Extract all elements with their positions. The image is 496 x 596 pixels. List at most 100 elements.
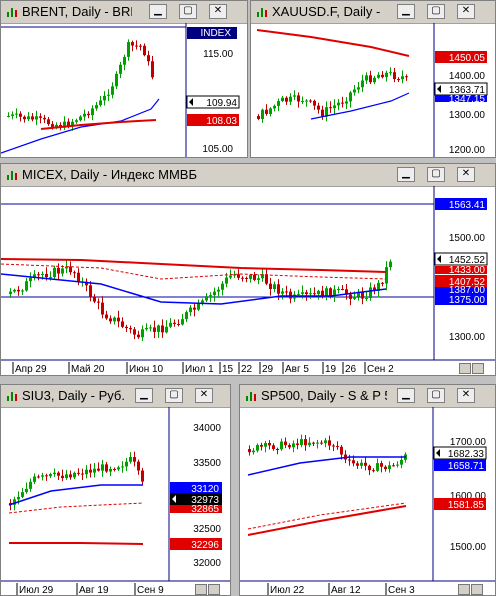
moving-average-line <box>8 484 143 506</box>
x-axis-label: Май 20 <box>71 364 105 375</box>
candle <box>333 289 336 298</box>
candle <box>113 317 116 322</box>
x-axis-label: Сен 9 <box>137 585 164 596</box>
candle <box>321 109 324 117</box>
x-axis-label: Авг 5 <box>285 364 309 375</box>
window-title: SIU3, Daily - Руб... <box>22 388 126 403</box>
minimize-button[interactable]: ▁ <box>397 167 415 182</box>
candle <box>257 278 260 280</box>
close-button[interactable]: ✕ <box>195 388 213 403</box>
si-plot[interactable]: 34000 33500 33120 32973 32865 32500 3229… <box>1 385 231 596</box>
candle <box>101 464 104 471</box>
price-tag-last: 1363.71 <box>449 85 486 96</box>
candle <box>368 465 371 471</box>
minimize-button[interactable]: ▁ <box>397 388 415 403</box>
candle <box>293 95 296 97</box>
brent-plot[interactable]: INDEX 115.00 105.00 109.94 108.03 <box>1 1 248 158</box>
scroll-right-button[interactable] <box>471 584 483 595</box>
brent-chart-window: BRENT, Daily - BRE... ▁ ▢ ✕ INDEX 115.00… <box>0 0 248 158</box>
candle <box>51 124 54 128</box>
candle <box>143 45 146 56</box>
candle <box>145 327 148 330</box>
candle <box>281 291 284 294</box>
candle <box>13 289 16 292</box>
candle <box>119 64 122 74</box>
y-tick: 1500.00 <box>449 233 486 244</box>
x-axis-label: Апр 29 <box>15 364 47 375</box>
scroll-left-button[interactable] <box>195 584 207 595</box>
candle <box>297 293 300 295</box>
candle <box>67 121 70 127</box>
si-titlebar[interactable]: SIU3, Daily - Руб... ▁ ▢ ✕ <box>1 385 230 408</box>
maximize-button[interactable]: ▢ <box>427 4 445 19</box>
candle <box>213 291 216 296</box>
candle <box>253 274 256 280</box>
candle <box>369 287 372 299</box>
gold-titlebar[interactable]: XAUUSD.F, Daily - ... ▁ ▢ ✕ <box>251 1 495 24</box>
candle <box>77 472 80 474</box>
candle <box>197 302 200 310</box>
candle <box>313 100 316 106</box>
candle <box>352 460 355 464</box>
candle <box>173 322 176 324</box>
candle <box>161 325 164 333</box>
candle <box>260 444 263 447</box>
close-button[interactable]: ✕ <box>457 4 475 19</box>
candle <box>153 327 156 332</box>
scroll-right-button[interactable] <box>472 363 484 374</box>
candle <box>77 272 80 283</box>
candle <box>99 100 102 106</box>
maximize-button[interactable]: ▢ <box>427 167 445 182</box>
x-axis-label: 29 <box>262 364 274 375</box>
minimize-button[interactable]: ▁ <box>397 4 415 19</box>
candle <box>281 97 284 102</box>
candle <box>97 301 100 303</box>
minimize-button[interactable]: ▁ <box>135 388 153 403</box>
maximize-button[interactable]: ▢ <box>427 388 445 403</box>
candle <box>65 266 68 269</box>
candle <box>353 296 356 299</box>
maximize-button[interactable]: ▢ <box>179 4 197 19</box>
x-axis-label: Авг 19 <box>79 585 109 596</box>
candle <box>341 102 344 104</box>
scroll-left-button[interactable] <box>458 584 470 595</box>
candle <box>361 80 364 88</box>
candle <box>137 461 140 471</box>
close-button[interactable]: ✕ <box>457 388 475 403</box>
brent-titlebar[interactable]: BRENT, Daily - BRE... ▁ ▢ ✕ <box>1 1 247 24</box>
candle <box>113 468 116 470</box>
candle <box>353 89 356 93</box>
candle <box>149 327 152 329</box>
price-tag-ma-fast: 1347.15 <box>449 94 486 105</box>
candle <box>309 100 312 102</box>
candle <box>265 274 268 284</box>
price-tag-resistance: 1563.41 <box>449 200 486 211</box>
candle <box>69 474 72 478</box>
micex-plot[interactable]: 1563.41 1500.00 1452.52 1433.00 1407.52 … <box>1 164 496 376</box>
chart-icon <box>7 8 17 17</box>
close-button[interactable]: ✕ <box>209 4 227 19</box>
candle <box>225 277 228 284</box>
candle <box>63 121 66 128</box>
candle <box>273 284 276 289</box>
sp500-titlebar[interactable]: SP500, Daily - S & P 5... ▁ ▢ ✕ <box>240 385 495 408</box>
candle <box>349 294 352 299</box>
candle <box>229 275 232 278</box>
candle <box>264 443 267 447</box>
maximize-button[interactable]: ▢ <box>165 388 183 403</box>
moving-average-line <box>40 119 157 130</box>
scroll-left-button[interactable] <box>459 363 471 374</box>
close-button[interactable]: ✕ <box>457 167 475 182</box>
candle <box>11 114 14 116</box>
candle <box>193 307 196 310</box>
price-tag-last: 109.94 <box>206 98 237 109</box>
candle <box>93 468 96 473</box>
scroll-right-button[interactable] <box>208 584 220 595</box>
candle <box>269 108 272 114</box>
candle <box>19 113 22 117</box>
micex-titlebar[interactable]: MICEX, Daily - Индекс ММВБ ▁ ▢ ✕ <box>1 164 495 187</box>
sp500-plot[interactable]: 1700.00 1682.33 1658.71 1600.00 1581.85 … <box>240 385 496 596</box>
y-tick: 1600.00 <box>450 491 487 502</box>
minimize-button[interactable]: ▁ <box>149 4 167 19</box>
gold-plot[interactable]: 1450.05 1400.00 1363.71 1347.15 1300.00 … <box>251 1 496 158</box>
